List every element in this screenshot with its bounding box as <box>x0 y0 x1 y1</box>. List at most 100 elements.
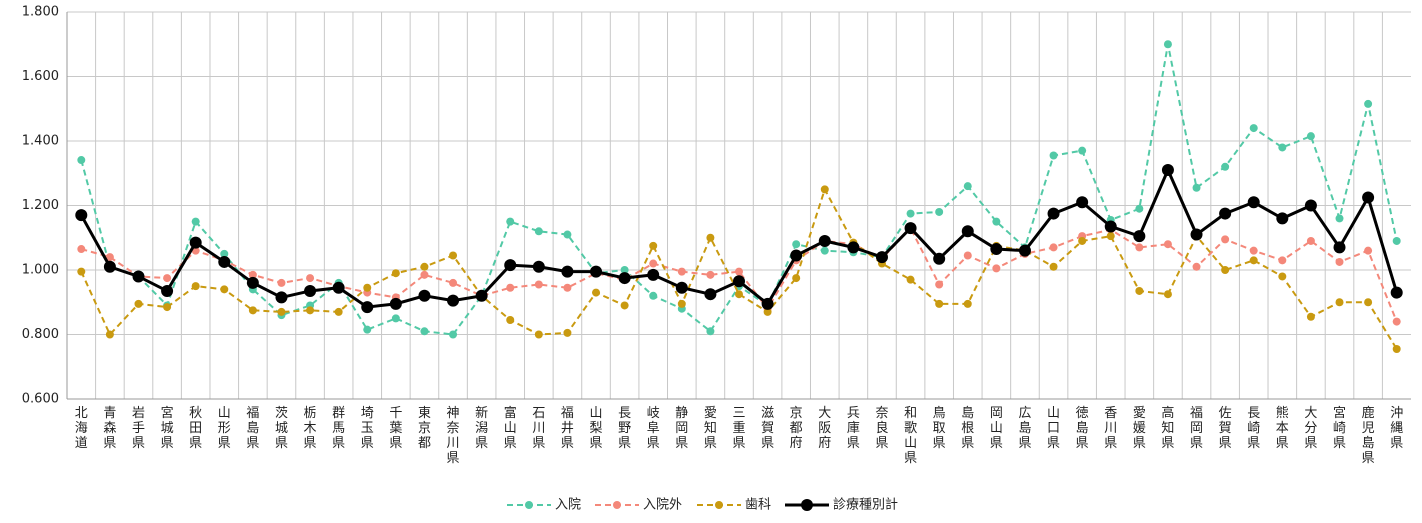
point <box>161 284 174 297</box>
point <box>1076 196 1089 209</box>
x-tick-label: 京都府 <box>790 406 803 451</box>
point <box>592 288 601 297</box>
point <box>563 328 572 337</box>
point <box>475 289 488 302</box>
point <box>1047 207 1060 220</box>
point <box>1249 256 1258 265</box>
point <box>277 307 286 316</box>
point <box>561 265 574 278</box>
point <box>1278 272 1287 281</box>
point <box>77 156 86 165</box>
x-tick-label: 新潟県 <box>475 405 488 451</box>
point <box>563 230 572 239</box>
x-tick-label: 岩手県 <box>132 406 145 451</box>
point <box>675 281 688 294</box>
point <box>504 259 517 272</box>
point <box>1163 240 1172 249</box>
point <box>1049 243 1058 252</box>
x-tick-label: 長崎県 <box>1247 406 1260 451</box>
point <box>1390 286 1403 299</box>
x-tick-label: 広島県 <box>1018 406 1031 451</box>
x-tick-label: 千葉県 <box>389 406 402 451</box>
x-tick-label: 山口県 <box>1047 406 1060 451</box>
point <box>449 330 458 339</box>
x-tick-label: 宮城県 <box>161 405 174 451</box>
point <box>363 283 372 292</box>
point <box>1392 236 1401 245</box>
point <box>506 283 515 292</box>
point <box>334 307 343 316</box>
x-tick-label: 東京都 <box>418 405 431 451</box>
point <box>220 249 229 258</box>
x-tick-label: 栃木県 <box>304 406 317 451</box>
point <box>1078 146 1087 155</box>
point <box>163 303 172 312</box>
point <box>647 268 660 281</box>
x-tick-label: 滋賀県 <box>761 406 774 451</box>
point <box>1278 256 1287 265</box>
point <box>1247 196 1260 209</box>
point <box>761 297 774 310</box>
x-tick-label: 愛媛県 <box>1133 406 1146 451</box>
point <box>677 267 686 276</box>
point <box>1192 262 1201 271</box>
x-tick-label: 鳥取県 <box>933 406 946 451</box>
point <box>1364 246 1373 255</box>
x-tick-label: 大阪府 <box>818 406 831 451</box>
point <box>706 327 715 336</box>
point <box>449 251 458 260</box>
point <box>306 274 315 283</box>
point <box>1161 164 1174 177</box>
point <box>820 185 829 194</box>
point <box>620 266 629 274</box>
point <box>1304 199 1317 212</box>
point <box>706 270 715 279</box>
series-line <box>81 226 1398 322</box>
point <box>620 301 629 310</box>
x-tick-label: 埼玉県 <box>361 406 374 451</box>
point <box>1335 298 1344 307</box>
point <box>990 243 1003 256</box>
legend-label: 入院外 <box>643 498 682 513</box>
point <box>132 270 145 283</box>
point <box>733 275 745 288</box>
point <box>449 278 458 287</box>
x-tick-label: 茨城県 <box>275 406 288 451</box>
point <box>1333 241 1346 254</box>
point <box>1135 243 1144 252</box>
legend-label: 歯科 <box>745 498 771 513</box>
point <box>706 233 715 242</box>
point <box>1221 266 1230 274</box>
point <box>361 301 374 314</box>
y-tick-label: 1.600 <box>22 69 59 84</box>
x-tick-label: 愛知県 <box>704 406 717 451</box>
point <box>763 307 772 316</box>
point <box>704 288 717 301</box>
point <box>1249 124 1258 133</box>
point <box>1306 132 1315 141</box>
x-tick-label: 山形県 <box>218 406 231 451</box>
point <box>1249 246 1258 255</box>
point <box>191 282 200 291</box>
point <box>248 306 257 315</box>
point <box>792 240 801 249</box>
x-tick-label: 石川県 <box>532 406 545 451</box>
y-tick-label: 0.600 <box>22 392 59 407</box>
point <box>1219 207 1232 220</box>
point <box>818 234 831 247</box>
point <box>391 314 400 323</box>
point <box>134 299 143 308</box>
point <box>935 280 944 289</box>
point <box>506 217 515 226</box>
x-tick-label: 山梨県 <box>590 406 603 451</box>
point <box>77 245 86 254</box>
legend-label: 入院 <box>555 498 581 513</box>
point <box>906 209 915 218</box>
point <box>1049 151 1058 160</box>
point <box>1306 312 1315 321</box>
point <box>1104 220 1117 233</box>
x-tick-label: 福島県 <box>246 406 259 451</box>
point <box>103 260 116 273</box>
x-tick-label: 宮崎県 <box>1333 405 1346 451</box>
legend-label: 診療種別計 <box>833 497 898 513</box>
